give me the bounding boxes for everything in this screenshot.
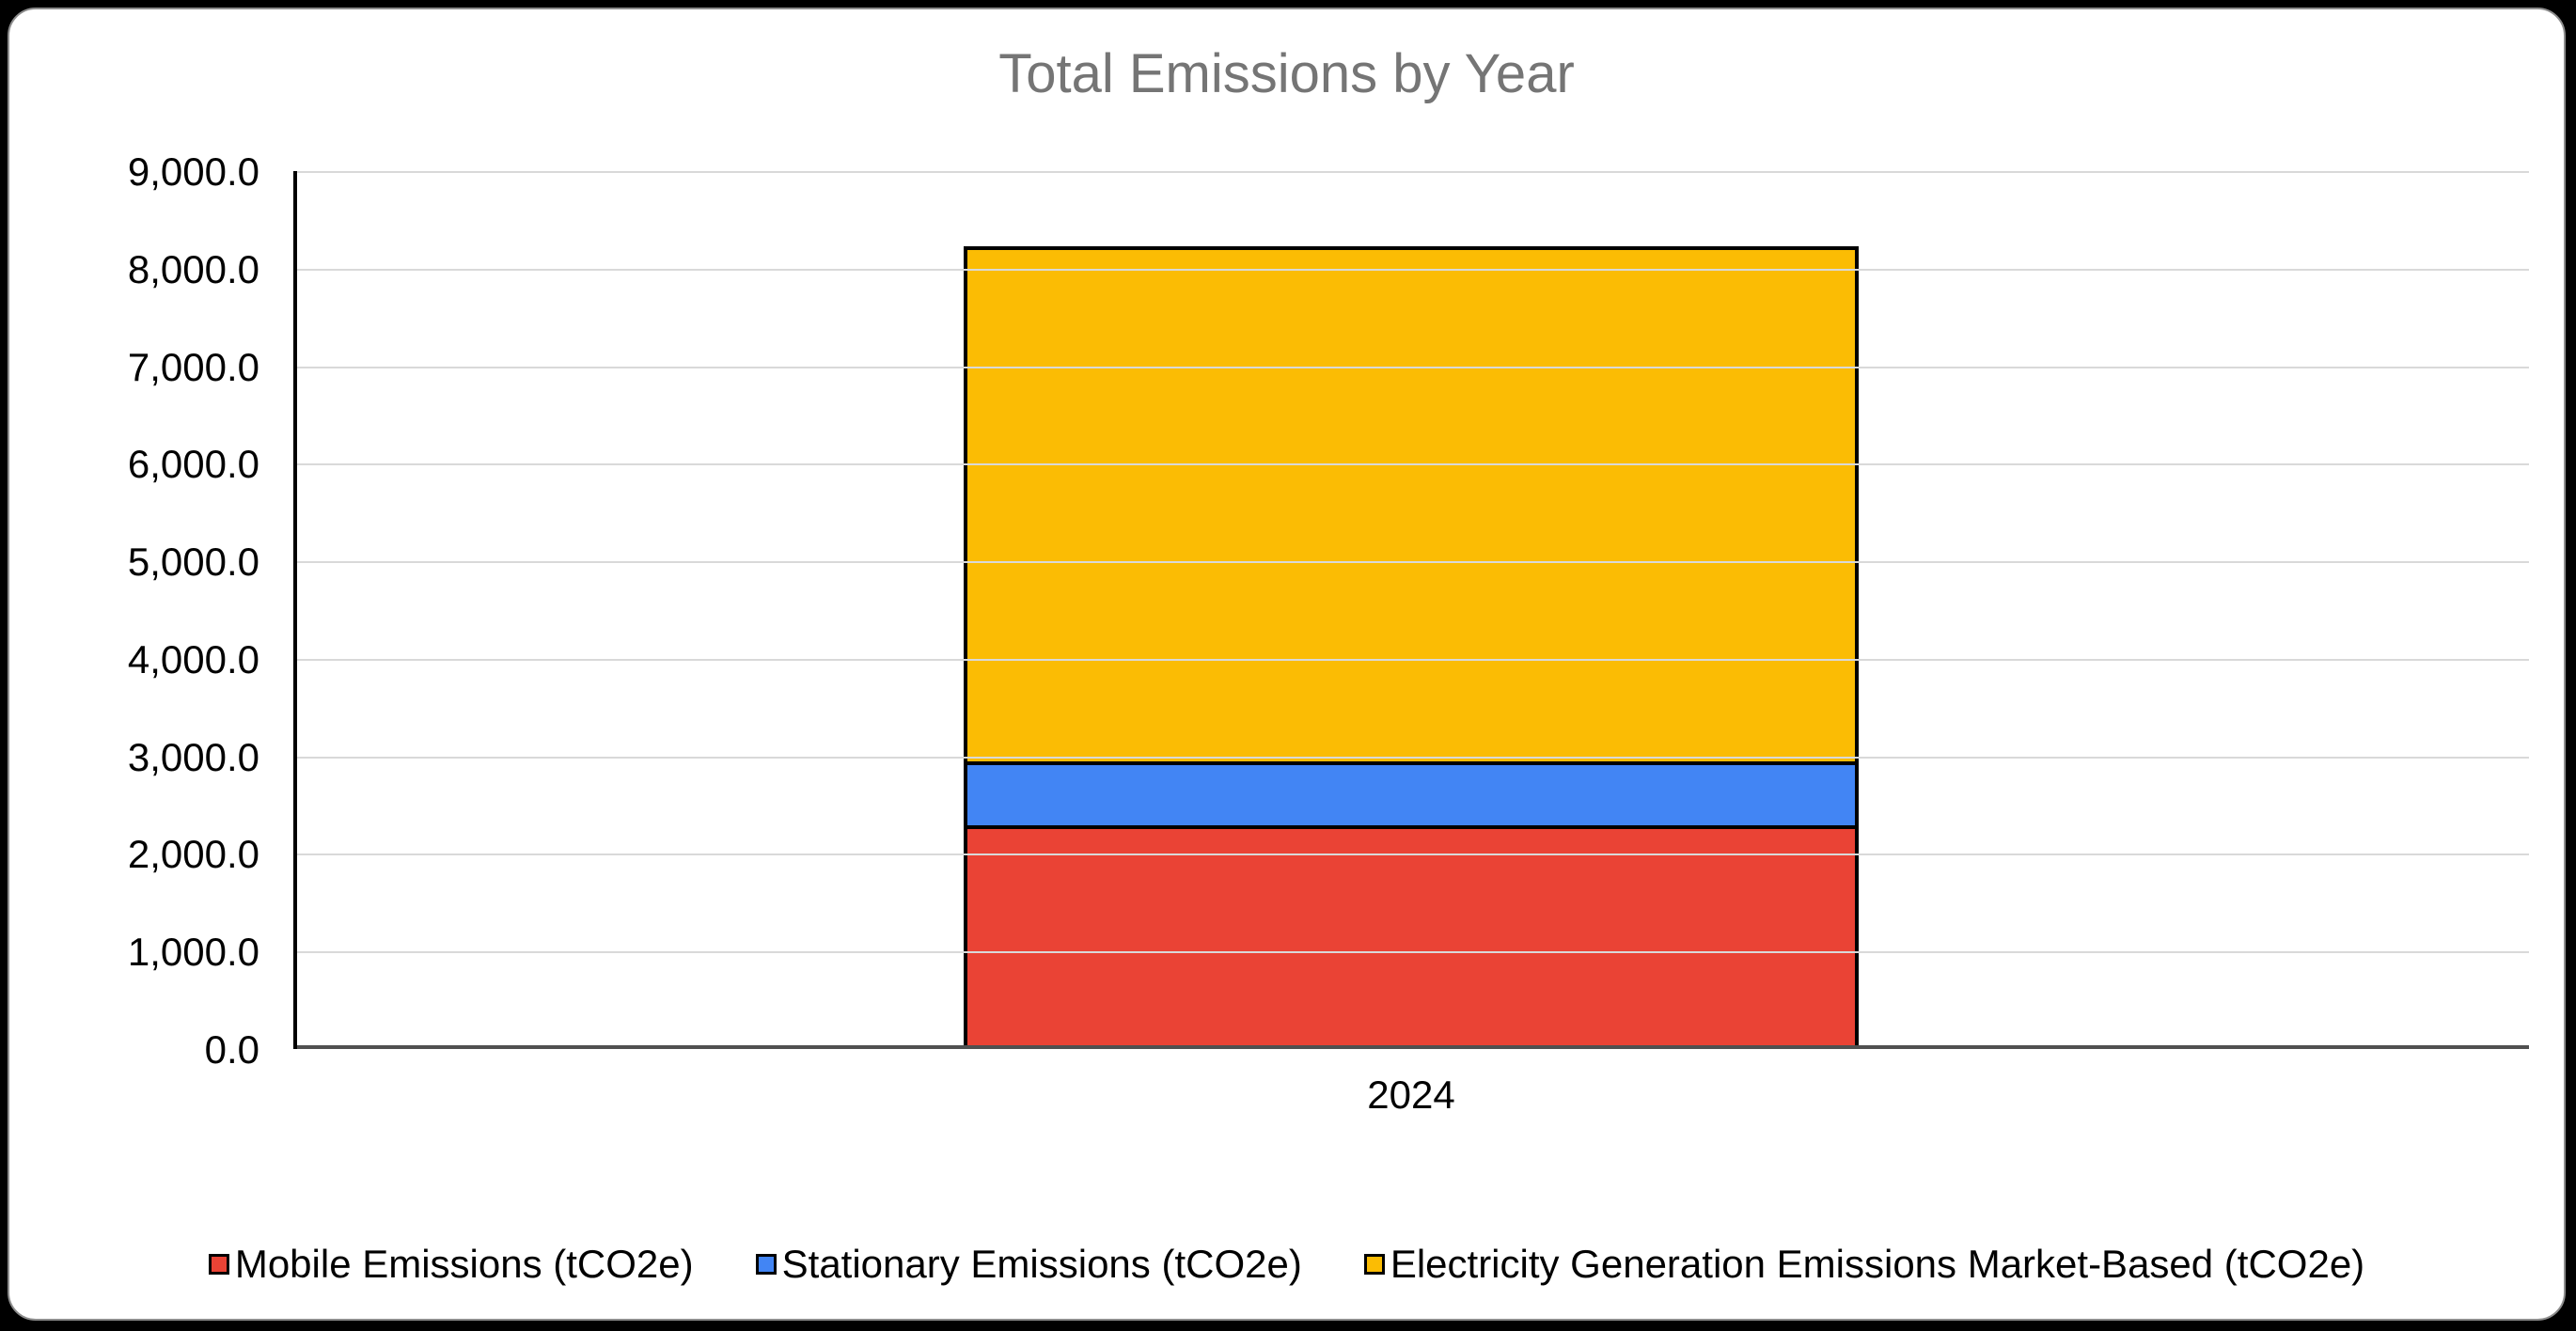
- y-tick-label: 9,000.0: [127, 149, 259, 194]
- legend-item-electricity[interactable]: Electricity Generation Emissions Market-…: [1363, 1241, 2365, 1288]
- y-axis-line: [293, 171, 297, 1049]
- gridline: [293, 853, 2529, 855]
- bar-2024: [964, 171, 1859, 1049]
- legend-label: Stationary Emissions (tCO2e): [781, 1242, 1302, 1286]
- y-tick-label: 0.0: [204, 1027, 259, 1072]
- y-tick-label: 8,000.0: [127, 247, 259, 291]
- gridline: [293, 367, 2529, 368]
- legend-swatch-mobile: [208, 1254, 229, 1275]
- y-tick-label: 6,000.0: [127, 442, 259, 486]
- legend: Mobile Emissions (tCO2e) Stationary Emiss…: [9, 1241, 2564, 1288]
- gridline: [293, 659, 2529, 661]
- y-tick-label: 4,000.0: [127, 637, 259, 681]
- chart-title: Total Emissions by Year: [998, 43, 1575, 104]
- y-tick-label: 5,000.0: [127, 540, 259, 584]
- bar-segment-stationary[interactable]: [964, 765, 1859, 829]
- y-tick-label: 7,000.0: [127, 345, 259, 389]
- legend-item-stationary[interactable]: Stationary Emissions (tCO2e): [755, 1241, 1302, 1288]
- gridline: [293, 269, 2529, 271]
- gridline: [293, 463, 2529, 465]
- legend-label: Mobile Emissions (tCO2e): [234, 1242, 694, 1286]
- y-tick-label: 2,000.0: [127, 832, 259, 876]
- y-tick-label: 3,000.0: [127, 735, 259, 779]
- y-tick-label: 1,000.0: [127, 930, 259, 974]
- gridline: [293, 951, 2529, 953]
- gridline: [293, 561, 2529, 563]
- gridline: [293, 757, 2529, 759]
- legend-swatch-stationary: [755, 1254, 777, 1275]
- legend-item-mobile[interactable]: Mobile Emissions (tCO2e): [208, 1241, 694, 1288]
- chart-card: Total Emissions by Year 2024 0.0 1,000.0 2…: [8, 8, 2566, 1321]
- legend-swatch-electricity: [1363, 1254, 1385, 1275]
- plot-area: 2024 0.0 1,000.0 2,000.0 3,000.0 4,000.0 5,00…: [128, 152, 2529, 1115]
- gridline: [293, 171, 2529, 173]
- x-tick-label: 2024: [1367, 1073, 1455, 1117]
- bar-segment-electricity[interactable]: [964, 246, 1859, 765]
- bar-segment-mobile[interactable]: [964, 829, 1859, 1049]
- x-axis-line: [293, 1045, 2529, 1049]
- legend-label: Electricity Generation Emissions Market-…: [1390, 1242, 2365, 1286]
